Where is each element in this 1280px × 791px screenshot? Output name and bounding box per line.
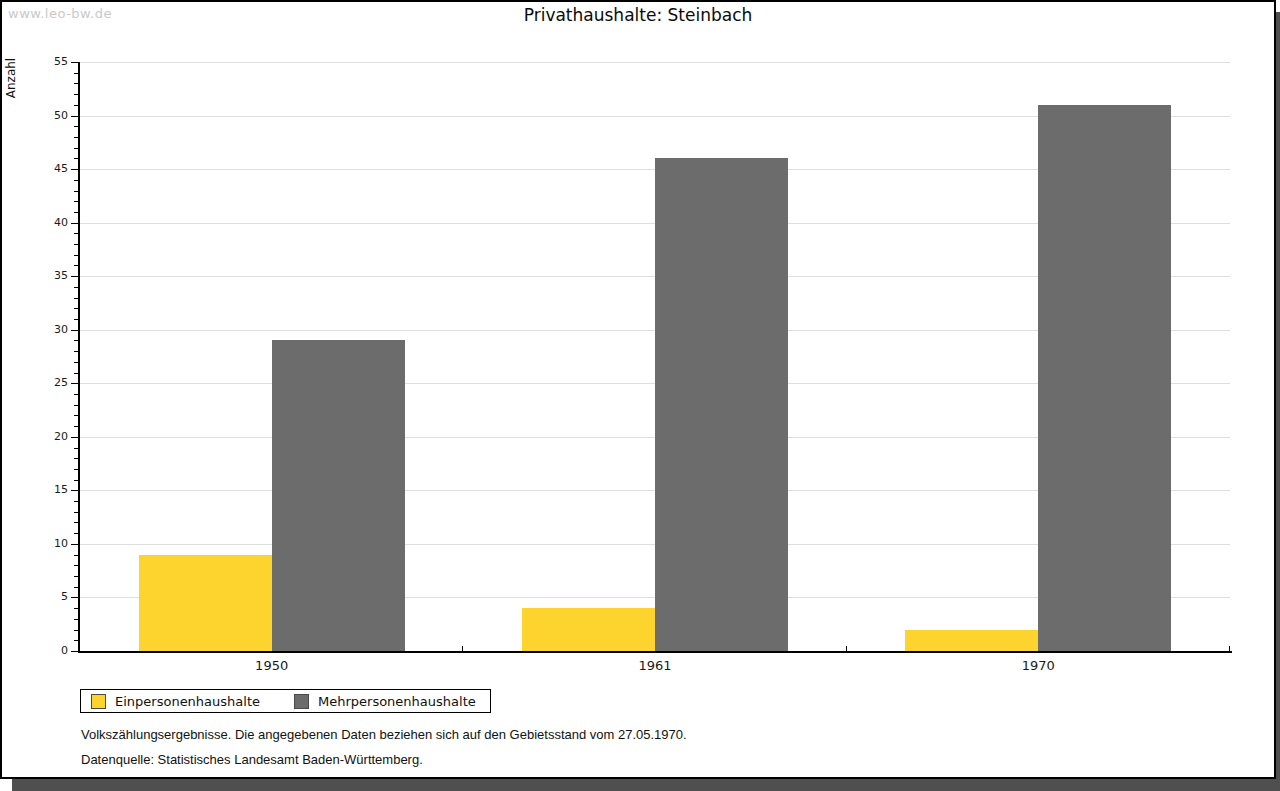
y-minor-tick xyxy=(74,501,78,502)
page-shadow-bottom xyxy=(12,779,1280,791)
y-minor-tick xyxy=(74,608,78,609)
y-minor-tick xyxy=(74,340,78,341)
y-major-tick xyxy=(71,651,78,652)
y-tick-label: 10 xyxy=(28,537,68,550)
y-minor-tick xyxy=(74,405,78,406)
y-major-tick xyxy=(71,223,78,224)
y-minor-tick xyxy=(74,426,78,427)
y-major-tick xyxy=(71,276,78,277)
bar-mehrpersonenhaushalte-1970 xyxy=(1038,105,1171,651)
y-minor-tick xyxy=(74,373,78,374)
gridline xyxy=(80,62,1230,63)
y-minor-tick xyxy=(74,308,78,309)
y-minor-tick xyxy=(74,180,78,181)
plot-area: 0510152025303540455055195019611970 xyxy=(80,62,1230,651)
y-minor-tick xyxy=(74,126,78,127)
chart-page: www.leo-bw.de Privathaushalte: Steinbach… xyxy=(0,0,1276,779)
y-minor-tick xyxy=(74,244,78,245)
y-tick-label: 45 xyxy=(28,162,68,175)
y-major-tick xyxy=(71,169,78,170)
y-minor-tick xyxy=(74,298,78,299)
y-minor-tick xyxy=(74,73,78,74)
y-minor-tick xyxy=(74,212,78,213)
x-category-label: 1950 xyxy=(232,658,312,673)
y-minor-tick xyxy=(74,630,78,631)
y-minor-tick xyxy=(74,265,78,266)
y-major-tick xyxy=(71,437,78,438)
legend-swatch-yellow xyxy=(91,694,106,709)
bar-einpersonenhaushalte-1950 xyxy=(139,555,272,651)
y-major-tick xyxy=(71,116,78,117)
y-minor-tick xyxy=(74,415,78,416)
legend-label: Mehrpersonenhaushalte xyxy=(318,694,476,709)
y-tick-label: 25 xyxy=(28,376,68,389)
y-tick-label: 20 xyxy=(28,430,68,443)
y-minor-tick xyxy=(74,255,78,256)
y-minor-tick xyxy=(74,469,78,470)
y-minor-tick xyxy=(74,83,78,84)
bar-mehrpersonenhaushalte-1950 xyxy=(272,340,405,651)
y-minor-tick xyxy=(74,148,78,149)
y-axis-line xyxy=(78,62,80,653)
y-major-tick xyxy=(71,490,78,491)
x-category-label: 1961 xyxy=(615,658,695,673)
bar-einpersonenhaushalte-1970 xyxy=(905,630,1038,651)
y-major-tick xyxy=(71,383,78,384)
y-tick-label: 50 xyxy=(28,109,68,122)
chart-title: Privathaushalte: Steinbach xyxy=(2,5,1274,25)
footnote-datenquelle: Datenquelle: Statistisches Landesamt Bad… xyxy=(81,752,423,767)
y-minor-tick xyxy=(74,158,78,159)
y-tick-label: 15 xyxy=(28,483,68,496)
y-tick-label: 40 xyxy=(28,216,68,229)
y-minor-tick xyxy=(74,94,78,95)
x-axis-line xyxy=(78,651,1232,653)
y-major-tick xyxy=(71,330,78,331)
y-minor-tick xyxy=(74,640,78,641)
y-tick-label: 0 xyxy=(28,644,68,657)
bar-mehrpersonenhaushalte-1961 xyxy=(655,158,788,651)
legend-label: Einpersonenhaushalte xyxy=(115,694,260,709)
y-minor-tick xyxy=(74,555,78,556)
y-minor-tick xyxy=(74,362,78,363)
x-boundary-tick xyxy=(462,646,463,651)
y-major-tick xyxy=(71,597,78,598)
footnote-gebietsstand: Volkszählungsergebnisse. Die angegebenen… xyxy=(81,727,687,742)
y-minor-tick xyxy=(74,619,78,620)
legend-item-mehrpersonenhaushalte: Mehrpersonenhaushalte xyxy=(294,694,476,709)
y-minor-tick xyxy=(74,351,78,352)
y-minor-tick xyxy=(74,576,78,577)
y-tick-label: 5 xyxy=(28,590,68,603)
y-tick-label: 30 xyxy=(28,323,68,336)
y-major-tick xyxy=(71,62,78,63)
x-boundary-tick xyxy=(846,646,847,651)
y-minor-tick xyxy=(74,533,78,534)
y-tick-label: 55 xyxy=(28,55,68,68)
bar-einpersonenhaushalte-1961 xyxy=(522,608,655,651)
y-minor-tick xyxy=(74,394,78,395)
y-minor-tick xyxy=(74,191,78,192)
x-boundary-tick xyxy=(1229,646,1230,651)
y-minor-tick xyxy=(74,233,78,234)
y-minor-tick xyxy=(74,587,78,588)
y-minor-tick xyxy=(74,287,78,288)
y-minor-tick xyxy=(74,448,78,449)
legend-swatch-gray xyxy=(294,694,309,709)
y-minor-tick xyxy=(74,319,78,320)
x-category-label: 1970 xyxy=(998,658,1078,673)
y-minor-tick xyxy=(74,201,78,202)
legend-item-einpersonenhaushalte: Einpersonenhaushalte xyxy=(91,694,260,709)
y-major-tick xyxy=(71,544,78,545)
y-tick-label: 35 xyxy=(28,269,68,282)
y-minor-tick xyxy=(74,512,78,513)
y-minor-tick xyxy=(74,105,78,106)
page-shadow-right xyxy=(1276,12,1280,791)
y-minor-tick xyxy=(74,137,78,138)
y-minor-tick xyxy=(74,565,78,566)
y-minor-tick xyxy=(74,522,78,523)
legend: Einpersonenhaushalte Mehrpersonenhaushal… xyxy=(80,689,491,713)
y-axis-title: Anzahl xyxy=(4,38,20,118)
y-minor-tick xyxy=(74,480,78,481)
y-minor-tick xyxy=(74,458,78,459)
